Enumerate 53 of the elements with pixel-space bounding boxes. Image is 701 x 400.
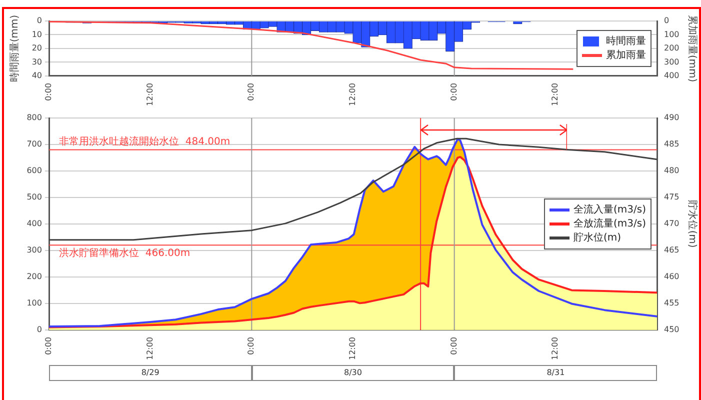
x-tick-label: 0:00 bbox=[246, 336, 256, 355]
y-tick-label: 600 bbox=[26, 166, 42, 176]
y2-tick-label: 460 bbox=[664, 272, 680, 282]
y-tick-label: 40 bbox=[32, 71, 42, 80]
x-tick-label: 12:00 bbox=[145, 82, 154, 106]
y-tick-label: 0 bbox=[36, 325, 42, 334]
x-tick-label: 0:00 bbox=[246, 82, 256, 101]
y-tick-label: 300 bbox=[26, 246, 42, 255]
y-tick-label: 100 bbox=[26, 298, 42, 308]
y2-tick-label: 300 bbox=[664, 57, 680, 66]
y2-tick-label: 400 bbox=[664, 71, 680, 80]
text: 8/29 bbox=[49, 365, 252, 381]
legend-label: 累加雨量 bbox=[606, 49, 646, 62]
y2-tick-label: 100 bbox=[664, 30, 680, 39]
y-tick-label: 0 bbox=[36, 16, 42, 26]
y-tick-label: 500 bbox=[26, 192, 42, 202]
text: 8/31 bbox=[454, 365, 658, 381]
y2-axis-title: 貯水位(m) bbox=[686, 200, 698, 248]
legend-label: 時間雨量 bbox=[606, 35, 646, 48]
x-tick-label: 12:00 bbox=[550, 82, 560, 106]
y-axis-title: 時間雨量(mm) bbox=[8, 14, 21, 82]
x-tick-label: 12:00 bbox=[550, 336, 560, 360]
ref-line-label: 洪水貯留準備水位 466.00m bbox=[59, 246, 190, 259]
legend-label: 全放流量(m3/s) bbox=[574, 218, 646, 230]
y-tick-label: 200 bbox=[26, 272, 42, 282]
x-tick-label: 12:00 bbox=[348, 336, 358, 360]
y2-tick-label: 465 bbox=[664, 246, 680, 255]
y2-tick-label: 470 bbox=[664, 219, 680, 228]
x-tick-label: 0:00 bbox=[449, 336, 458, 355]
text: 8/30 bbox=[252, 365, 454, 381]
y-tick-label: 800 bbox=[26, 113, 42, 122]
y2-tick-label: 455 bbox=[664, 298, 680, 308]
y2-tick-label: 475 bbox=[664, 192, 680, 202]
x-tick-label: 0:00 bbox=[44, 336, 54, 355]
y2-tick-label: 0 bbox=[664, 16, 670, 26]
y-tick-label: 400 bbox=[26, 219, 42, 228]
y2-tick-label: 485 bbox=[664, 140, 680, 149]
y2-tick-label: 490 bbox=[664, 113, 680, 122]
y-tick-label: 20 bbox=[32, 44, 42, 53]
ref-line-label: 非常用洪水吐越流開始水位 484.00m bbox=[59, 135, 230, 148]
legend-label: 貯水位(m) bbox=[574, 232, 622, 244]
x-tick-label: 0:00 bbox=[449, 82, 458, 101]
x-tick-label: 12:00 bbox=[145, 336, 154, 360]
y2-tick-label: 200 bbox=[664, 44, 680, 53]
y2-tick-label: 450 bbox=[664, 325, 680, 334]
y-tick-label: 30 bbox=[32, 57, 42, 66]
legend-label: 全流入量(m3/s) bbox=[574, 204, 646, 216]
y-tick-label: 10 bbox=[32, 30, 42, 39]
x-tick-label: 0:00 bbox=[44, 82, 54, 101]
y-tick-label: 700 bbox=[26, 140, 42, 149]
y2-axis-title: 累加雨量(mm) bbox=[686, 14, 698, 82]
y2-tick-label: 480 bbox=[664, 166, 680, 176]
x-tick-label: 12:00 bbox=[348, 82, 358, 106]
